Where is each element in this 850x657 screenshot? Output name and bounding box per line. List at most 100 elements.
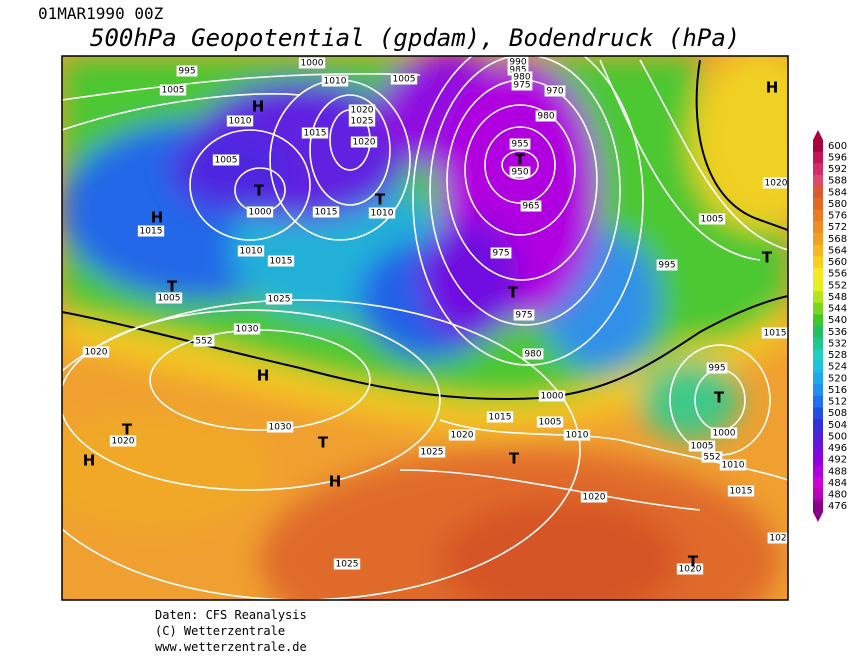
isobar-label: 965 — [522, 202, 539, 212]
legend-swatch — [813, 465, 823, 478]
isobar-label-box — [193, 335, 215, 347]
isobar-label-box — [513, 309, 535, 321]
legend-swatch — [813, 256, 823, 269]
legend-swatch — [813, 279, 823, 292]
pressure-center: H — [257, 367, 270, 385]
isobar-label: 1020 — [679, 565, 702, 575]
legend-swatch — [813, 151, 823, 164]
legend-label: 476 — [828, 501, 847, 512]
isobar-label-box — [298, 57, 326, 69]
legend-swatch — [813, 198, 823, 211]
isobar-label-box — [656, 259, 678, 271]
legend-swatch — [813, 291, 823, 304]
isobar-label-box — [155, 292, 183, 304]
legend-label: 508 — [828, 408, 847, 419]
isobar-label: 995 — [178, 67, 195, 77]
pressure-center: T — [122, 421, 133, 439]
isobar-label: 1010 — [324, 77, 347, 87]
isobar-label-box — [698, 213, 726, 225]
legend-swatch — [813, 209, 823, 222]
legend-label: 480 — [828, 490, 847, 501]
legend-label: 588 — [828, 176, 847, 187]
footer-copyright: (C) Wetterzentrale — [155, 624, 285, 638]
legend-swatch — [813, 233, 823, 246]
pressure-center: T — [508, 284, 519, 302]
isobar-label: 975 — [492, 249, 509, 259]
map-labels: 995 1000 1010 1005 1005 1020 1025 1010 1015 1020 1… — [82, 56, 788, 575]
legend-label: 488 — [828, 466, 847, 477]
map-frame — [61, 55, 789, 601]
isobar-label-box — [246, 206, 274, 218]
legend-label: 552 — [828, 280, 847, 291]
pressure-center: H — [329, 473, 342, 491]
isobar-label: 1005 — [691, 442, 714, 452]
isobar-label: 1005 — [393, 75, 416, 85]
legend-label: 484 — [828, 478, 847, 489]
isobar-label: 980 — [524, 350, 541, 360]
isobar-label-box — [418, 446, 446, 458]
legend-arrow-bottom — [813, 512, 823, 522]
isobar-label: 1015 — [730, 487, 753, 497]
legend-label: 500 — [828, 431, 847, 442]
pressure-center: H — [766, 79, 779, 97]
legend-swatch — [813, 407, 823, 420]
isobar-label-box — [137, 225, 165, 237]
footer-url: www.wetterzentrale.de — [155, 640, 307, 654]
isobar-label: 1010 — [371, 209, 394, 219]
legend-label: 600 — [828, 141, 847, 152]
legend-swatch — [813, 267, 823, 280]
legend-swatch — [813, 488, 823, 501]
isobar-label-box — [762, 177, 788, 189]
legend-label: 540 — [828, 315, 847, 326]
isobar-label: 1000 — [541, 392, 564, 402]
isobar-label-box — [580, 491, 608, 503]
isobar-label-box — [511, 79, 533, 91]
legend-swatch — [813, 140, 823, 153]
isobar-label: 1020 — [112, 437, 135, 447]
legend-swatch — [813, 244, 823, 257]
isobar-label-box — [507, 64, 529, 76]
isobar-label: 995 — [658, 261, 675, 271]
isobar-label-box — [706, 362, 728, 374]
pressure-center: H — [83, 452, 96, 470]
isobar-label: 1000 — [249, 208, 272, 218]
isobar-label: 975 — [515, 311, 532, 321]
pressure-center: T — [509, 450, 520, 468]
legend-label: 496 — [828, 443, 847, 454]
isobar-label-box — [312, 206, 340, 218]
isobar-label-box — [544, 85, 566, 97]
isobar-label: 1025 — [336, 560, 359, 570]
legend-label: 492 — [828, 455, 847, 466]
pressure-center: T — [515, 151, 526, 169]
isobar-label: 1015 — [140, 227, 163, 237]
isobar-label-box — [109, 435, 137, 447]
isobar-label: 1015 — [270, 257, 293, 267]
legend-swatch — [813, 221, 823, 234]
isobar-label: 1010 — [722, 461, 745, 471]
isobar-label: 995 — [708, 364, 725, 374]
legend-swatch — [813, 186, 823, 199]
pressure-center: H — [151, 209, 164, 227]
legend-label: 528 — [828, 350, 847, 361]
isobar-label-box — [486, 411, 514, 423]
legend-swatch — [813, 314, 823, 327]
isobar-label-box — [448, 429, 476, 441]
isobar-label: 1015 — [315, 208, 338, 218]
isobar-label-box — [226, 115, 254, 127]
legend-swatch — [813, 360, 823, 373]
isobar-label: 1005 — [158, 294, 181, 304]
footer-source: Daten: CFS Reanalysis — [155, 608, 307, 622]
isobar-label: 1005 — [162, 86, 185, 96]
isobar-label-box — [490, 247, 512, 259]
isobar-label-box — [266, 421, 294, 433]
isobar-label: 1030 — [269, 423, 292, 433]
legend-label: 544 — [828, 304, 847, 315]
isobar-label-box — [511, 71, 533, 83]
isobar-label: 1025 — [351, 117, 374, 127]
isobar-label: 1015 — [304, 129, 327, 139]
legend-label: 516 — [828, 385, 847, 396]
isobar-label: 990 — [509, 58, 526, 68]
isobar-label: 980 — [513, 73, 530, 83]
legend-swatch — [813, 395, 823, 408]
isobar-label-box — [82, 346, 110, 358]
